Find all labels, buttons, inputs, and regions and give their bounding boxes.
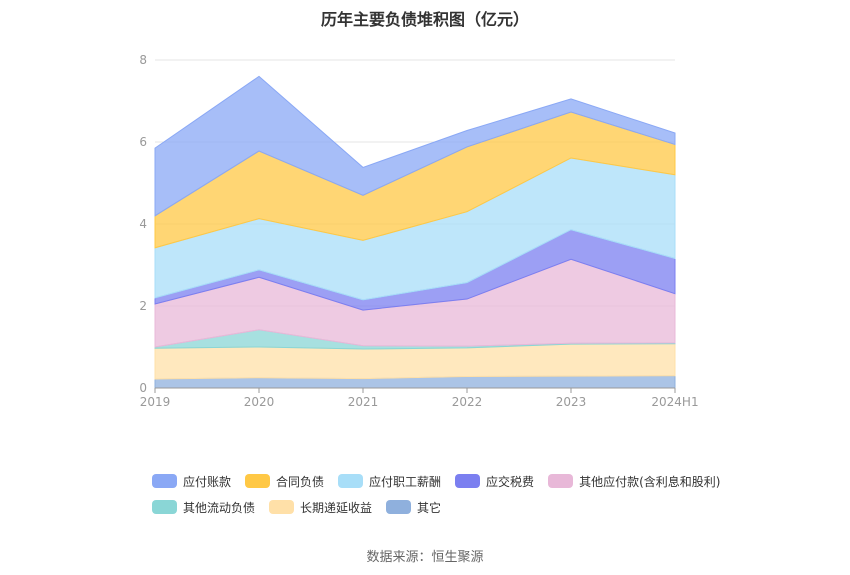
y-tick-label: 4 (139, 217, 147, 231)
legend-swatch (386, 500, 412, 514)
area-layer (154, 75, 676, 389)
legend-swatch (548, 474, 574, 488)
legend-label: 合同负债 (276, 474, 325, 489)
x-tick-label: 2024H1 (651, 395, 698, 409)
legend-swatch (152, 474, 177, 488)
legend-label: 长期递延收益 (300, 500, 373, 515)
legend-item[interactable]: 应付职工薪酬 (338, 472, 441, 490)
x-tick-label: 2020 (244, 395, 275, 409)
chart-title: 历年主要负债堆积图（亿元） (320, 10, 529, 29)
x-tick-label: 2022 (452, 395, 483, 409)
legend-label: 应付账款 (183, 474, 232, 489)
data-source: 数据来源：恒生聚源 (366, 550, 484, 565)
legend-label: 其它 (417, 500, 442, 515)
legend-label: 应付职工薪酬 (369, 474, 442, 489)
legend-item[interactable]: 其它 (386, 498, 441, 516)
x-tick-label: 2019 (140, 395, 171, 409)
legend-swatch (338, 474, 364, 488)
y-tick-label: 2 (139, 299, 147, 313)
y-tick-label: 0 (139, 381, 147, 395)
legend-label: 应交税费 (486, 474, 535, 489)
legend-item[interactable]: 其他流动负债 (152, 498, 255, 516)
legend-swatch (152, 500, 177, 514)
legend-swatch (455, 474, 481, 488)
y-tick-label: 8 (139, 53, 147, 67)
legend-label: 其他应付款(含利息和股利) (579, 474, 721, 489)
area-series-7[interactable] (154, 75, 676, 217)
legend: 应付账款 合同负债 应付职工薪酬 应交税费 其他应付款(含利息和股利) 其他流动负债 长期递… (152, 472, 732, 516)
area-series-1[interactable] (154, 343, 676, 380)
legend-swatch (245, 474, 271, 488)
x-tick-label: 2021 (348, 395, 379, 409)
y-tick-label: 6 (139, 135, 147, 149)
legend-item[interactable]: 长期递延收益 (269, 498, 372, 516)
legend-item[interactable]: 合同负债 (245, 472, 324, 490)
axis-layer: 0 2 4 6 8 2019 2020 2021 2022 2023 2024H1 (139, 53, 698, 409)
legend-item[interactable]: 应交税费 (455, 472, 534, 490)
legend-item[interactable]: 应付账款 (152, 472, 231, 490)
x-tick-label: 2023 (556, 395, 587, 409)
legend-swatch (269, 500, 295, 514)
chart-plot: 0 2 4 6 8 2019 2020 2021 2022 2023 2024H1 (139, 53, 698, 409)
legend-item[interactable]: 其他应付款(含利息和股利) (548, 472, 720, 490)
legend-label: 其他流动负债 (183, 500, 256, 515)
